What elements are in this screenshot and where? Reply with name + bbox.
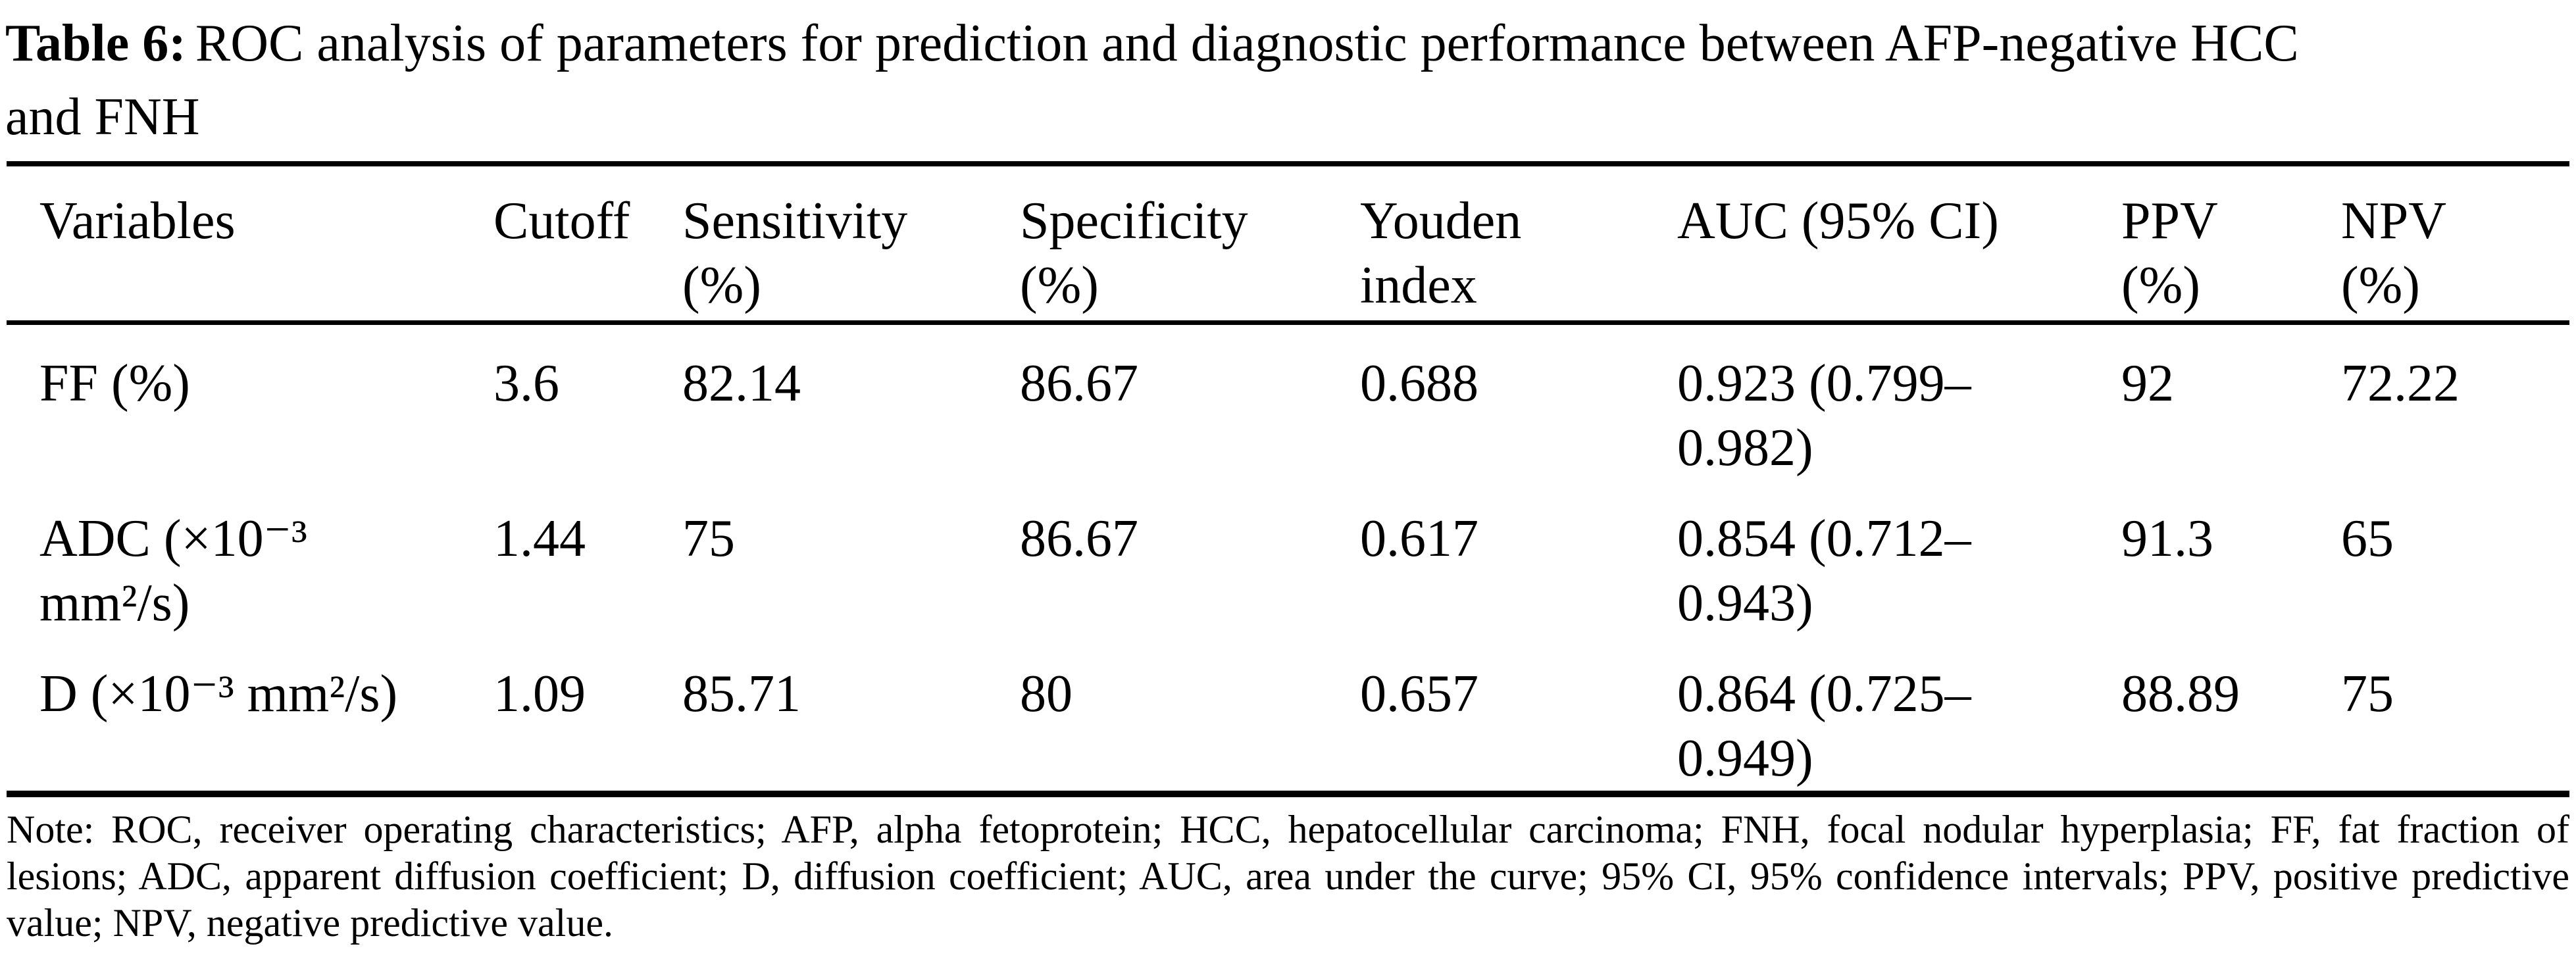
cell-npv: 75 (2341, 665, 2394, 723)
cell-youden-index: 0.617 (1360, 510, 1478, 568)
table-caption-label: Table 6: (5, 14, 186, 72)
cell-specificity: 86.67 (1020, 510, 1138, 568)
column-header-sensitivity: Sensitivity (%) (682, 192, 908, 314)
cell-sensitivity: 75 (682, 510, 735, 568)
table-row-adc: ADC (×10⁻³ mm²/s) 1.44 75 86.67 0.617 0.… (7, 480, 2569, 635)
cell-cutoff: 3.6 (493, 355, 559, 412)
column-header-specificity: Specificity (%) (1020, 192, 1248, 314)
cell-specificity: 80 (1020, 665, 1073, 723)
column-header-youden-index: Youden index (1360, 192, 1522, 314)
cell-specificity: 86.67 (1020, 355, 1138, 412)
cell-ppv: 91.3 (2121, 510, 2213, 568)
cell-sensitivity: 85.71 (682, 665, 801, 723)
cell-youden-index: 0.688 (1360, 355, 1478, 412)
cell-cutoff: 1.09 (493, 665, 586, 723)
cell-auc: 0.854 (0.712– 0.943) (1677, 510, 1971, 632)
cell-sensitivity: 82.14 (682, 355, 801, 412)
cell-npv: 65 (2341, 510, 2394, 568)
header-row: Variables Cutoff Sensitivity (%) Specifi… (7, 164, 2569, 323)
table-row-d: D (×10⁻³ mm²/s) 1.09 85.71 80 0.657 0.86… (7, 635, 2569, 794)
cell-npv: 72.22 (2341, 355, 2460, 412)
column-header-variables: Variables (39, 192, 236, 250)
cell-ppv: 88.89 (2121, 665, 2240, 723)
table-caption: Table 6: ROC analysis of parameters for p… (5, 7, 2569, 154)
roc-analysis-table: Variables Cutoff Sensitivity (%) Specifi… (7, 161, 2569, 797)
column-header-cutoff: Cutoff (493, 192, 630, 250)
cell-youden-index: 0.657 (1360, 665, 1478, 723)
cell-ppv: 92 (2121, 355, 2174, 412)
cell-cutoff: 1.44 (493, 510, 586, 568)
table-caption-text: ROC analysis of parameters for predictio… (5, 14, 2299, 146)
cell-variable: D (×10⁻³ mm²/s) (39, 665, 398, 723)
table-row-ff: FF (%) 3.6 82.14 86.67 0.688 0.923 (0.79… (7, 323, 2569, 481)
footnote: Note: ROC, receiver operating characteri… (7, 808, 2569, 945)
column-header-ppv: PPV (%) (2121, 192, 2218, 314)
cell-auc: 0.864 (0.725– 0.949) (1677, 665, 1971, 787)
column-header-npv: NPV (%) (2341, 192, 2447, 314)
cell-auc: 0.923 (0.799– 0.982) (1677, 355, 1971, 477)
column-header-auc: AUC (95% CI) (1677, 192, 1999, 250)
cell-variable: FF (%) (39, 355, 190, 412)
cell-variable: ADC (×10⁻³ mm²/s) (39, 510, 307, 632)
